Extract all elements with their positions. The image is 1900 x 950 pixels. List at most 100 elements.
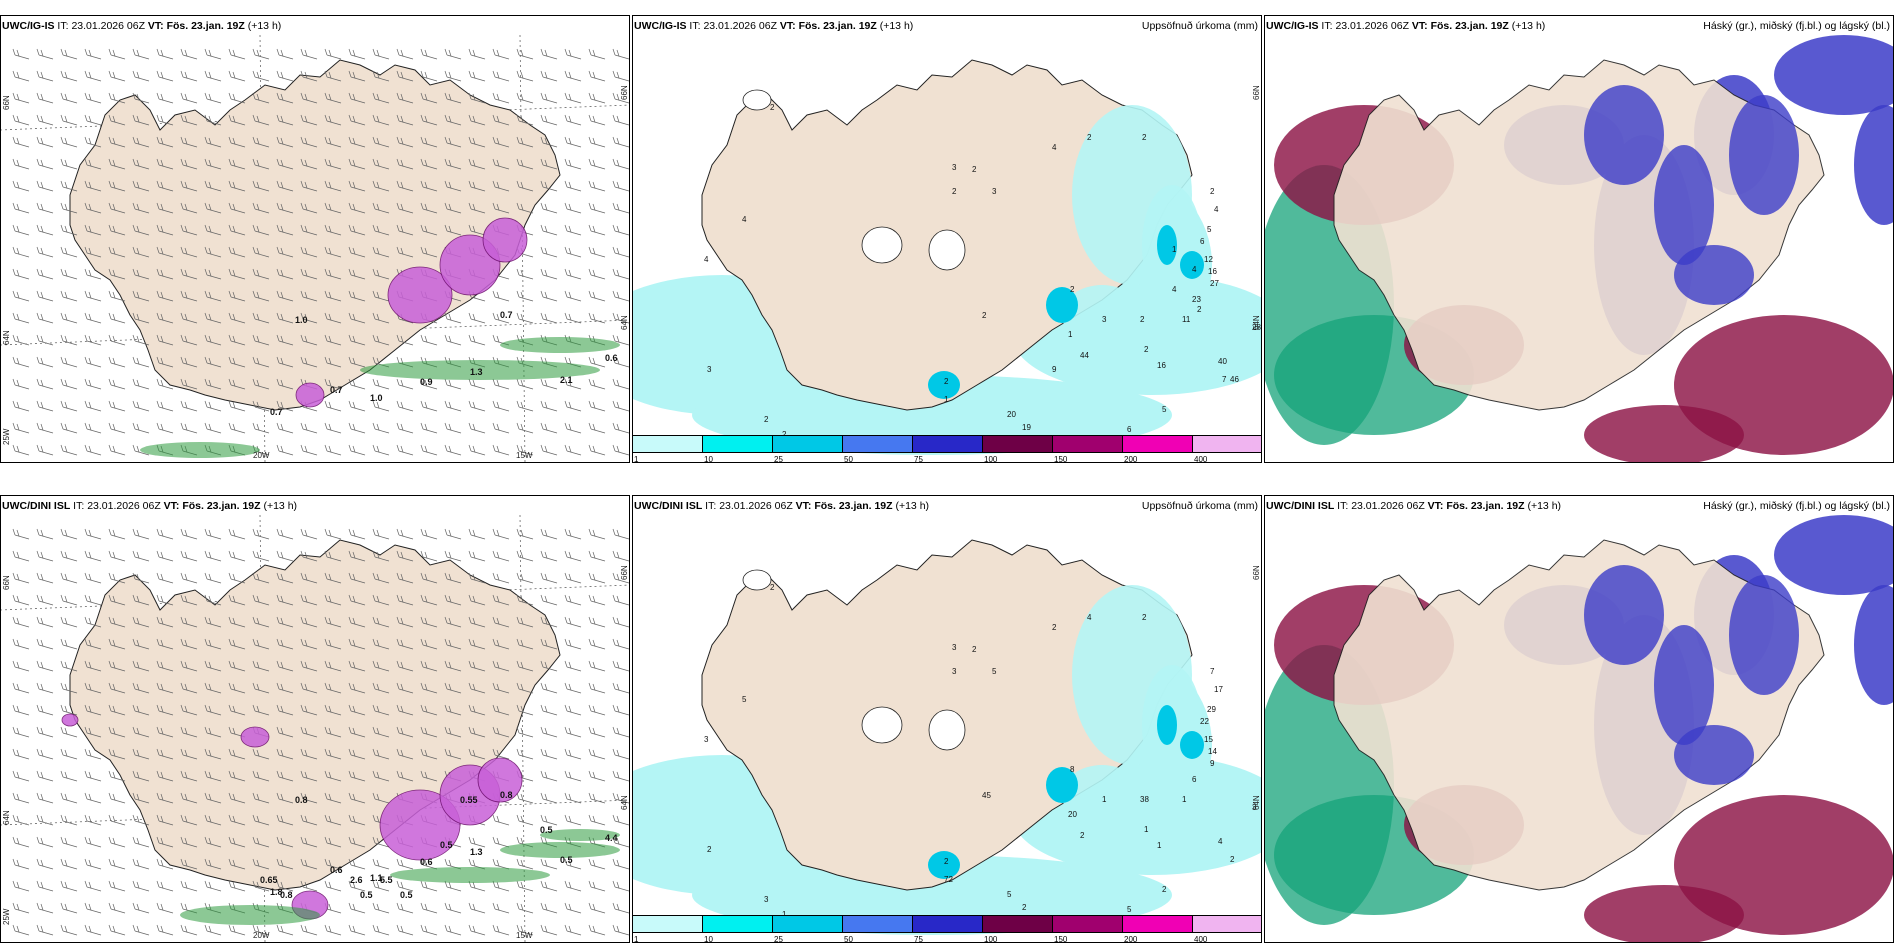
wind-barb (228, 312, 246, 324)
wind-barb (36, 202, 54, 214)
wind-barb (204, 594, 222, 606)
wind-barb (12, 114, 30, 126)
wind-barb (300, 224, 318, 236)
wind-barb (252, 422, 270, 434)
wind-barb (36, 422, 54, 434)
wind-barb (540, 114, 558, 126)
wind-barb (300, 202, 318, 214)
wind-barb (36, 246, 54, 258)
wind-barb (564, 158, 582, 170)
precip-shading (387, 266, 453, 324)
wind-barb (468, 594, 486, 606)
wind-barb (324, 550, 342, 562)
wind-barb (372, 290, 390, 302)
wind-barb (132, 572, 150, 584)
wind-barb (396, 114, 414, 126)
wind-barb (180, 594, 198, 606)
wind-barb (540, 378, 558, 390)
valid-time-label: VT: (1411, 20, 1428, 32)
wind-barb (396, 422, 414, 434)
wind-barb (468, 92, 486, 104)
precip-value-label: 2 (1140, 315, 1145, 324)
valid-time-label: VT: (147, 20, 164, 32)
precip-core (928, 371, 960, 399)
wind-barb (492, 312, 510, 324)
wind-barb (612, 378, 630, 390)
panel-header: UWC/IG-IS IT: 23.01.2026 06Z VT: Fös. 23… (2, 20, 281, 32)
wind-barb (36, 92, 54, 104)
wind-barb (348, 334, 366, 346)
precip-value-label: 2 (972, 165, 977, 174)
panel-dini-cloud: Háský (gr.), miðský (fj.bl.) og lágský (… (1264, 495, 1894, 943)
wind-barb (348, 638, 366, 650)
precip-value-label: 4 (1052, 143, 1057, 152)
wind-barb (324, 158, 342, 170)
wind-barb (180, 268, 198, 280)
wind-barb (492, 594, 510, 606)
precip-value-label: 23 (1192, 295, 1201, 304)
wind-barb (612, 312, 630, 324)
wind-barb (228, 356, 246, 368)
wind-barb (276, 528, 294, 540)
wind-barb (348, 246, 366, 258)
wind-barb (228, 224, 246, 236)
wind-barb (300, 356, 318, 368)
wind-barb (204, 268, 222, 280)
wind-barb (516, 290, 534, 302)
wind-barb (588, 92, 606, 104)
wind-barb (204, 312, 222, 324)
wind-barb (156, 528, 174, 540)
wind-barb (372, 378, 390, 390)
legend-tick-label: 10 (704, 455, 713, 463)
wind-barb (252, 70, 270, 82)
wind-barb (60, 158, 78, 170)
wind-barb (156, 312, 174, 324)
wind-barb (108, 444, 126, 456)
wind-barb (156, 572, 174, 584)
precip-area (1062, 285, 1142, 345)
wind-barb (60, 616, 78, 628)
wind-barb (300, 180, 318, 192)
init-time-label: IT: (57, 20, 69, 32)
rain-band (500, 337, 620, 353)
wind-barb (60, 356, 78, 368)
panel-header: UWC/IG-IS IT: 23.01.2026 06Z VT: Fös. 23… (634, 20, 913, 32)
wind-barb (420, 48, 438, 60)
wind-barb (132, 224, 150, 236)
wind-barb (396, 378, 414, 390)
wind-barb (516, 616, 534, 628)
map-canvas (0, 15, 630, 463)
wind-barb (588, 444, 606, 456)
legend-tick-label: 1 (634, 455, 639, 463)
wind-barb (132, 378, 150, 390)
init-time-label: IT: (689, 20, 701, 32)
wind-barb (12, 202, 30, 214)
wind-barb (516, 422, 534, 434)
wind-barb (420, 158, 438, 170)
wind-barb (396, 638, 414, 650)
wind-barb (444, 528, 462, 540)
wind-barb (348, 224, 366, 236)
precip-value-label: 44 (1080, 351, 1089, 360)
wind-barb (372, 114, 390, 126)
wind-barb (12, 444, 30, 456)
wind-barb (468, 158, 486, 170)
precip-value-label: 4 (704, 255, 709, 264)
legend-tick-label: 50 (844, 455, 853, 463)
precip-value-label: 2 (952, 187, 957, 196)
wind-barb (324, 202, 342, 214)
wind-barb (228, 550, 246, 562)
wind-barb (84, 550, 102, 562)
glacier-outline (928, 229, 966, 271)
wind-barb (348, 312, 366, 324)
wind-barb (156, 92, 174, 104)
precip-value-label: 3 (952, 163, 957, 172)
wind-barb (324, 312, 342, 324)
wind-barb (372, 70, 390, 82)
wind-barb (396, 444, 414, 456)
wind-barb (348, 180, 366, 192)
wind-barb (228, 158, 246, 170)
wind-barb (372, 202, 390, 214)
wind-barb (252, 268, 270, 280)
wind-barb (372, 638, 390, 650)
